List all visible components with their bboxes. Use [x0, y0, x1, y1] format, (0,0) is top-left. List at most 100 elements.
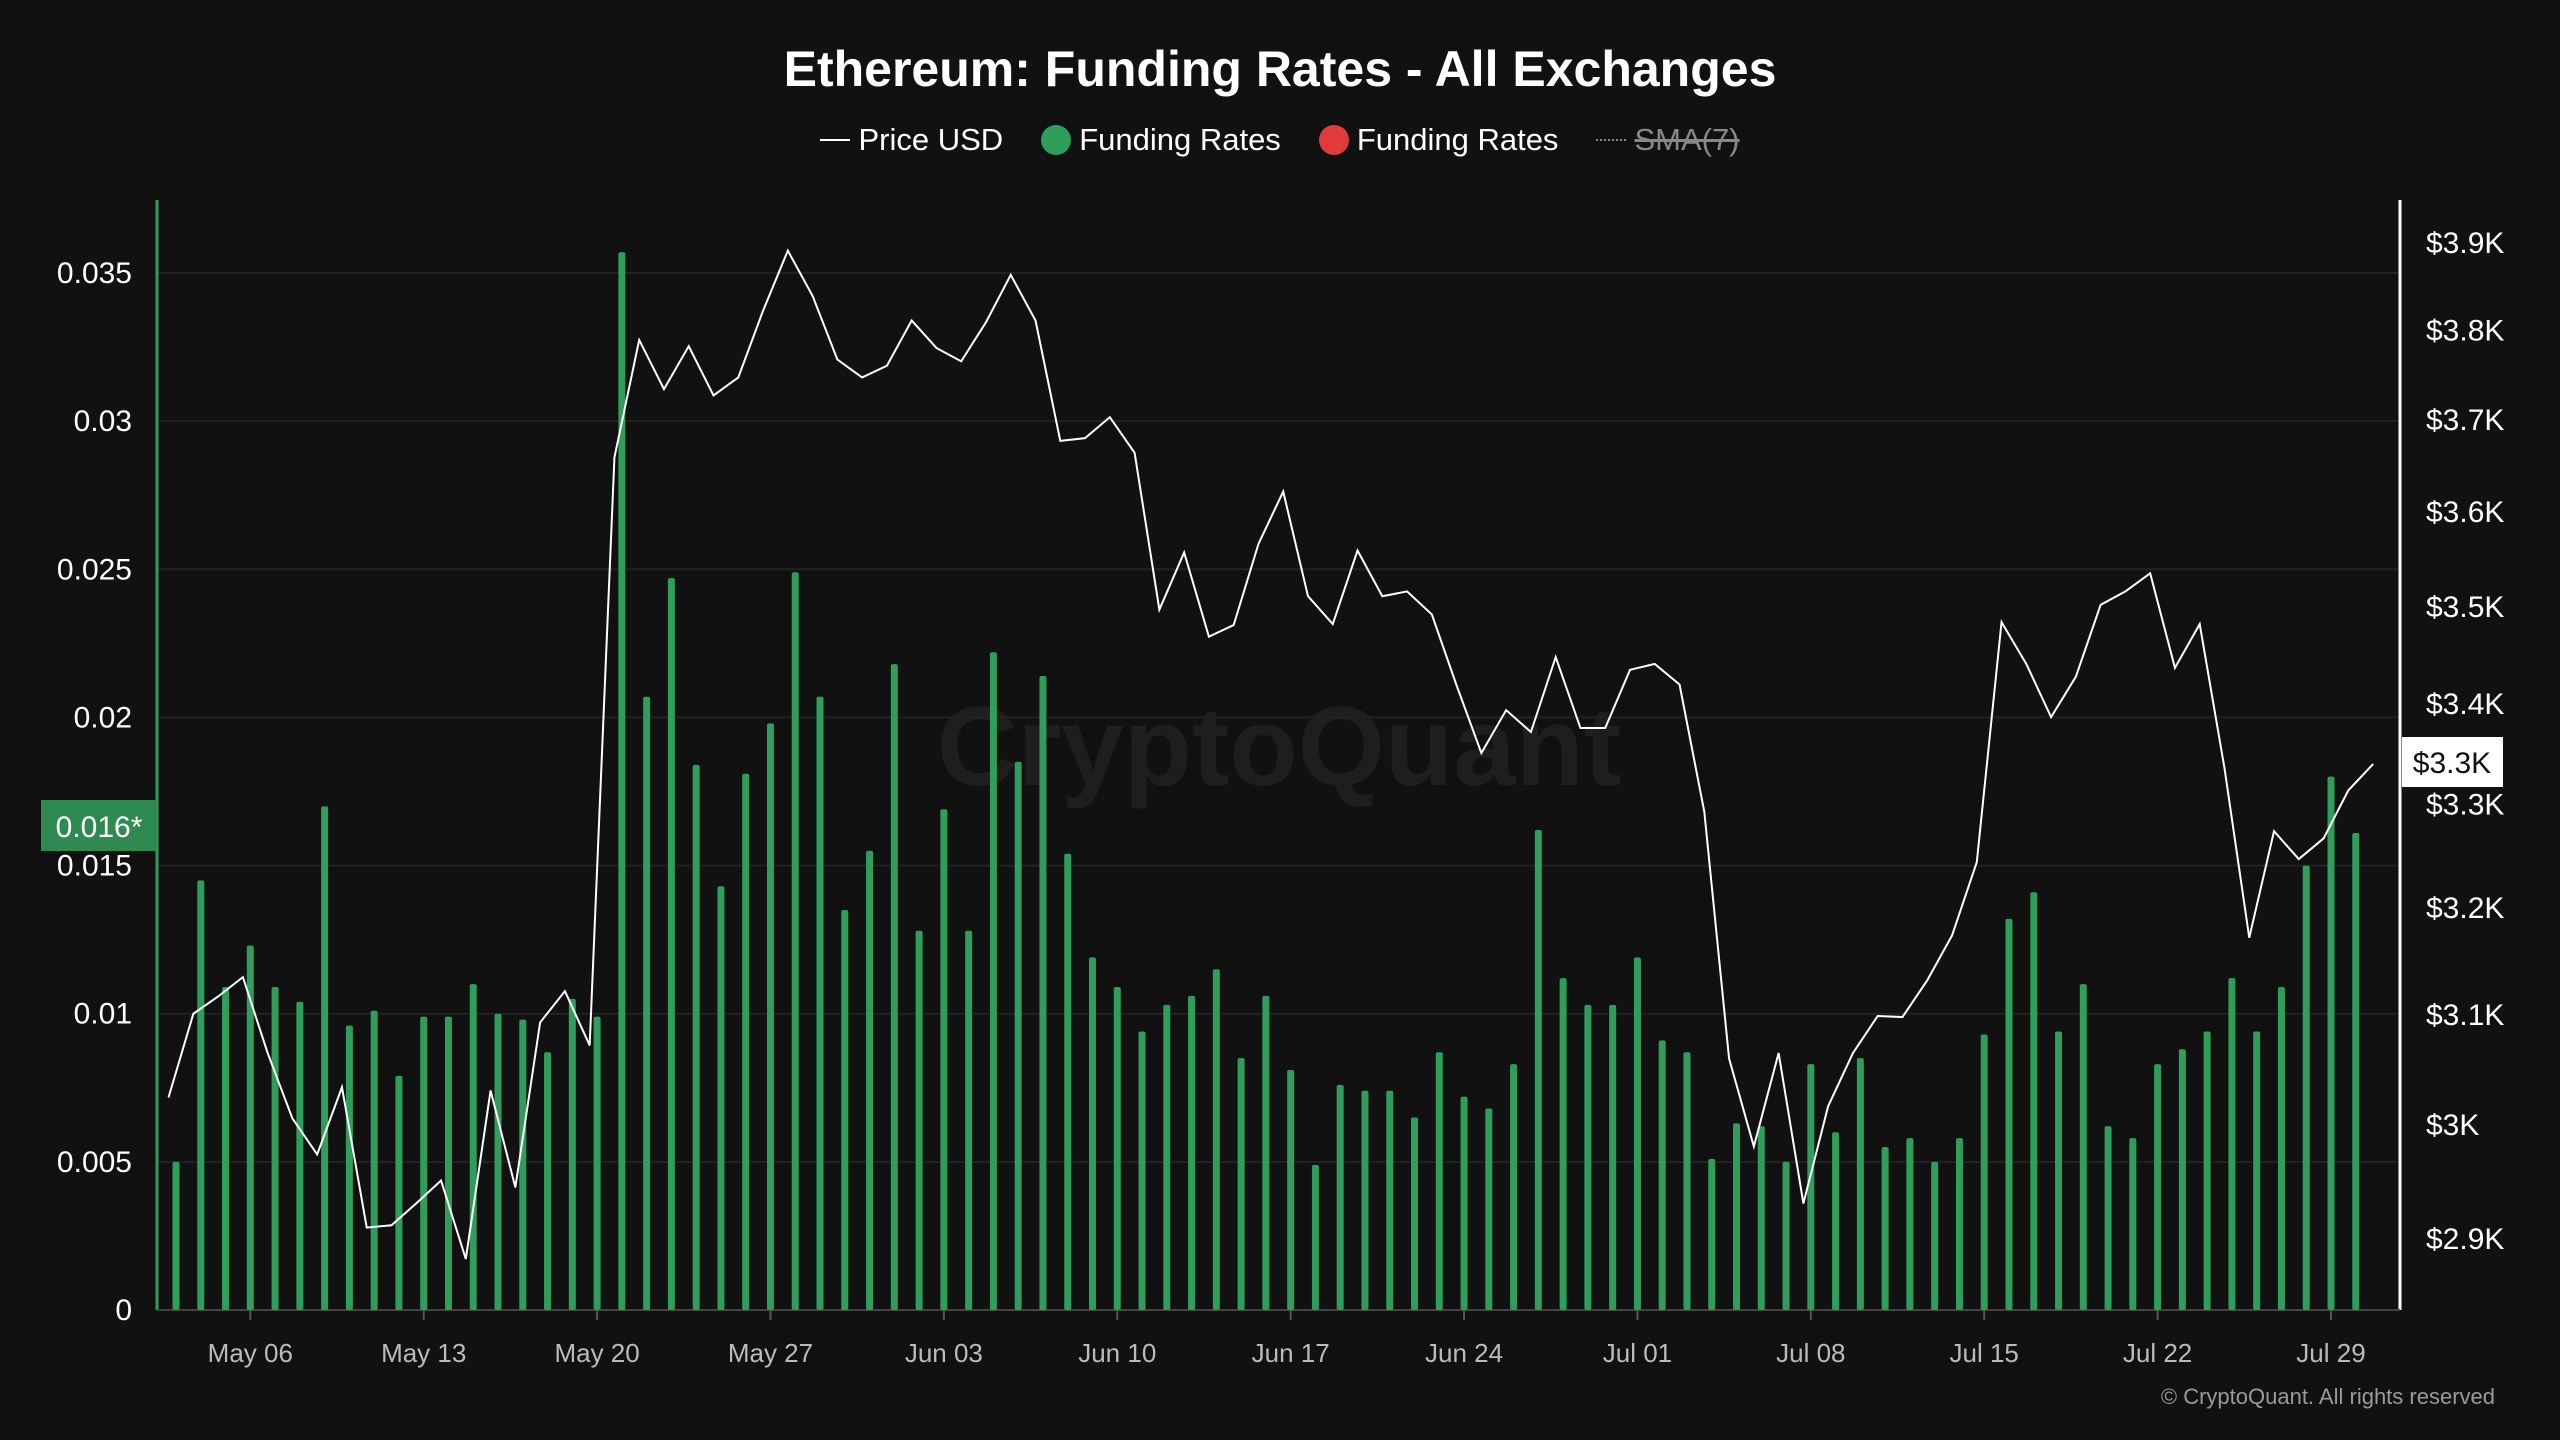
dotted-swatch-icon — [1596, 139, 1627, 141]
price-point — [366, 1227, 368, 1229]
funding-rate-bar — [1807, 1064, 1815, 1310]
price-point — [1604, 727, 1606, 729]
price-point — [1431, 613, 1433, 615]
funding-rate-bar — [1980, 1034, 1988, 1310]
watermark-logo: CryptoQuant — [937, 684, 1621, 809]
legend-item-funding-positive[interactable]: Funding Rates — [1041, 122, 1281, 158]
price-point — [2075, 676, 2077, 678]
price-usd-line — [167, 248, 2374, 1260]
funding-rate-bar — [2277, 987, 2285, 1310]
funding-rate-bar — [519, 1019, 527, 1310]
funding-rate-bar — [1708, 1158, 1716, 1310]
x-tick-label: Jun 17 — [1252, 1338, 1330, 1368]
funding-rate-bar — [692, 764, 700, 1310]
x-tick-label: Jun 03 — [905, 1338, 983, 1368]
funding-rate-bar — [2079, 984, 2087, 1310]
funding-rate-bar — [1955, 1138, 1963, 1310]
funding-rate-bar — [1088, 957, 1096, 1310]
price-point — [638, 339, 640, 341]
price-point — [2149, 572, 2151, 574]
funding-rate-bar — [1435, 1052, 1443, 1310]
price-point — [1134, 452, 1136, 454]
funding-rate-bar — [667, 578, 675, 1310]
price-point — [539, 1021, 541, 1023]
legend: Price USD Funding Rates Funding Rates SM… — [0, 122, 2560, 158]
price-point — [2273, 830, 2275, 832]
price-point — [1579, 727, 1581, 729]
legend-item-price[interactable]: Price USD — [820, 122, 1003, 158]
right-tick-label: $3.7K — [2426, 404, 2504, 437]
funding-rate-bar — [890, 664, 898, 1310]
x-tick-label: Jun 10 — [1078, 1338, 1156, 1368]
price-point — [1357, 550, 1359, 552]
funding-rate-bar — [1064, 853, 1072, 1310]
funding-rate-bar — [2104, 1126, 2112, 1310]
legend-item-funding-negative[interactable]: Funding Rates — [1318, 122, 1558, 158]
funding-rate-bar — [1014, 761, 1022, 1310]
price-point — [1109, 416, 1111, 418]
price-point — [1951, 935, 1953, 937]
funding-rate-bar — [1386, 1090, 1394, 1310]
right-tick-label: $3.8K — [2426, 314, 2504, 347]
price-point — [2050, 716, 2052, 718]
price-point — [1158, 609, 1160, 611]
funding-rate-bar — [1361, 1090, 1369, 1310]
price-point — [415, 1202, 417, 1204]
legend-item-sma[interactable]: SMA(7) — [1596, 122, 1740, 158]
funding-rate-bar — [1534, 830, 1542, 1310]
right-tick-label: $3.2K — [2426, 892, 2504, 925]
funding-rate-bar — [816, 696, 824, 1310]
price-point — [861, 376, 863, 378]
price-point — [1208, 636, 1210, 638]
price-point — [762, 310, 764, 312]
price-point — [291, 1117, 293, 1119]
funding-rate-bar — [965, 930, 973, 1310]
right-tick-label: $3.1K — [2426, 999, 2504, 1032]
x-tick-label: Jul 08 — [1776, 1338, 1845, 1368]
price-point — [663, 388, 665, 390]
funding-rate-bar — [1485, 1108, 1493, 1310]
left-tick-label: 0.015 — [57, 850, 132, 883]
price-point — [613, 456, 615, 458]
price-point — [737, 376, 739, 378]
right-tick-label: $3.9K — [2426, 227, 2504, 260]
price-point — [1877, 1015, 1879, 1017]
funding-rate-bar — [1287, 1070, 1295, 1310]
funding-rate-bar — [915, 930, 923, 1310]
price-point — [192, 1013, 194, 1015]
price-point — [1976, 861, 1978, 863]
price-point — [390, 1224, 392, 1226]
funding-rate-bar — [370, 1010, 378, 1310]
funding-rate-bar — [2178, 1049, 2186, 1310]
funding-rate-bar — [1336, 1084, 1344, 1310]
price-point — [316, 1153, 318, 1155]
line-swatch-icon — [820, 139, 851, 141]
funding-rate-bar — [1733, 1123, 1741, 1310]
price-point — [1753, 1146, 1755, 1148]
price-point — [935, 347, 937, 349]
x-tick-label: Jul 22 — [2123, 1338, 2192, 1368]
red-dot-icon — [1318, 125, 1349, 155]
funding-rate-bar — [1212, 969, 1220, 1310]
funding-rate-bar — [172, 1161, 180, 1310]
left-tick-label: 0.01 — [74, 998, 132, 1031]
funding-rate-bar — [544, 1052, 552, 1310]
funding-rate-bar — [2327, 776, 2335, 1310]
legend-label: Price USD — [858, 122, 1004, 157]
funding-rate-bar — [1609, 1004, 1617, 1310]
funding-rate-bar — [940, 809, 948, 1310]
funding-rate-bar — [420, 1016, 428, 1310]
funding-rate-bar — [321, 806, 329, 1310]
funding-rate-bar — [1782, 1161, 1790, 1310]
x-tick-label: May 13 — [381, 1338, 466, 1368]
funding-rate-bar — [2352, 832, 2360, 1310]
price-point — [2100, 604, 2102, 606]
price-point — [2174, 667, 2176, 669]
left-tick-label: 0.035 — [57, 257, 132, 290]
funding-rate-bar — [444, 1016, 452, 1310]
funding-rate-bar — [1113, 987, 1121, 1310]
funding-rate-bar — [345, 1025, 353, 1310]
funding-rate-bar — [1237, 1058, 1245, 1310]
funding-rate-bar — [1510, 1064, 1518, 1310]
